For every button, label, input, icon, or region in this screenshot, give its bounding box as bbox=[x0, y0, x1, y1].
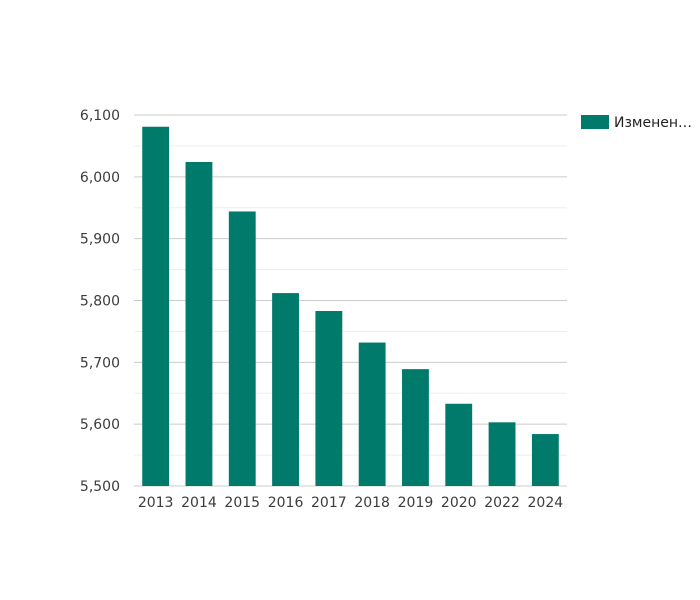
bar-2013[interactable] bbox=[142, 126, 170, 486]
bars bbox=[142, 126, 559, 486]
bar-2020[interactable] bbox=[445, 403, 473, 486]
bar-2015[interactable] bbox=[228, 211, 256, 486]
x-tick-label: 2020 bbox=[441, 495, 477, 511]
bar-2024[interactable] bbox=[531, 434, 559, 486]
x-tick-label: 2015 bbox=[224, 495, 260, 511]
legend-label: Изменен… bbox=[614, 115, 692, 131]
x-tick-label: 2017 bbox=[311, 495, 347, 511]
x-axis-ticks: 2013 2014 2015 2016 2017 2018 2019 2020 2022 2024 bbox=[138, 495, 563, 511]
x-tick-label: 2019 bbox=[398, 495, 434, 511]
x-tick-label: 2016 bbox=[268, 495, 304, 511]
y-tick-label: 5,800 bbox=[80, 294, 120, 310]
x-tick-label: 2018 bbox=[354, 495, 390, 511]
bar-2018[interactable] bbox=[358, 342, 386, 486]
bar-2019[interactable] bbox=[402, 369, 429, 486]
y-tick-label: 5,600 bbox=[80, 417, 120, 433]
y-tick-label: 5,700 bbox=[80, 355, 120, 371]
y-axis-ticks: 5,500 5,600 5,700 5,800 5,900 6,000 6,100 bbox=[80, 108, 120, 495]
legend-swatch bbox=[581, 115, 609, 129]
y-tick-label: 6,100 bbox=[80, 108, 120, 124]
y-tick-label: 5,900 bbox=[80, 232, 120, 248]
bar-2022[interactable] bbox=[488, 422, 516, 486]
x-tick-label: 2014 bbox=[181, 495, 217, 511]
legend: Изменен… bbox=[581, 115, 692, 131]
bar-2014[interactable] bbox=[185, 161, 213, 486]
x-tick-label: 2022 bbox=[484, 495, 520, 511]
bar-2016[interactable] bbox=[272, 293, 299, 486]
bar-2017[interactable] bbox=[315, 311, 343, 486]
x-tick-label: 2024 bbox=[528, 495, 564, 511]
y-tick-label: 5,500 bbox=[80, 479, 120, 495]
x-tick-label: 2013 bbox=[138, 495, 174, 511]
y-tick-label: 6,000 bbox=[80, 170, 120, 186]
